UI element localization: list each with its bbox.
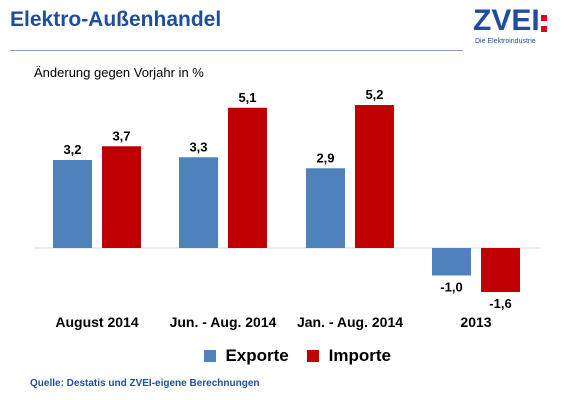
- logo-tagline: Die Elektroindustrie: [475, 38, 536, 45]
- legend-label-importe: Importe: [328, 346, 391, 365]
- page-title: Elektro-Außenhandel: [10, 8, 222, 31]
- data-label-exporte-jan-aug-2014: 2,9: [316, 150, 334, 165]
- data-label-exporte-august-2014: 3,2: [63, 142, 81, 157]
- category-label-august-2014: August 2014: [55, 314, 138, 330]
- legend-label-exporte: Exporte: [225, 346, 289, 365]
- legend-item-importe: Importe: [307, 346, 391, 366]
- bar-importe-2013: [481, 248, 520, 292]
- chart-legend: Exporte Importe: [204, 346, 405, 368]
- zvei-logo: ZVEI Die Elektroindustrie: [470, 4, 556, 48]
- data-label-exporte-jun-aug-2014: 3,3: [189, 139, 207, 154]
- bar-exporte-august-2014: [53, 160, 92, 248]
- legend-item-exporte: Exporte: [204, 346, 289, 366]
- data-label-importe-jun-aug-2014: 5,1: [238, 90, 256, 105]
- chart-subtitle: Änderung gegen Vorjahr in %: [34, 65, 204, 80]
- category-label-jun-aug-2014: Jun. - Aug. 2014: [170, 314, 277, 330]
- logo-colon-dot-top: [541, 15, 547, 21]
- category-label-jan-aug-2014: Jan. - Aug. 2014: [297, 314, 403, 330]
- bar-exporte-2013: [432, 248, 471, 276]
- bar-exporte-jun-aug-2014: [179, 157, 218, 248]
- logo-wordmark: ZVEI: [473, 4, 540, 37]
- data-label-importe-2013: -1,6: [489, 296, 511, 311]
- category-label-2013: 2013: [460, 314, 491, 330]
- legend-swatch-exporte: [204, 350, 216, 362]
- bar-importe-august-2014: [102, 146, 141, 248]
- legend-swatch-importe: [307, 350, 320, 362]
- bar-exporte-jan-aug-2014: [306, 168, 345, 248]
- bar-importe-jun-aug-2014: [228, 107, 267, 248]
- data-label-importe-august-2014: 3,7: [112, 128, 130, 143]
- title-divider: [10, 50, 463, 51]
- data-label-exporte-2013: -1,0: [440, 280, 462, 295]
- source-note: Quelle: Destatis und ZVEI-eigene Berechn…: [30, 378, 260, 389]
- bar-importe-jan-aug-2014: [355, 105, 394, 248]
- data-label-importe-jan-aug-2014: 5,2: [365, 87, 383, 102]
- logo-colon-dot-bottom: [541, 26, 547, 32]
